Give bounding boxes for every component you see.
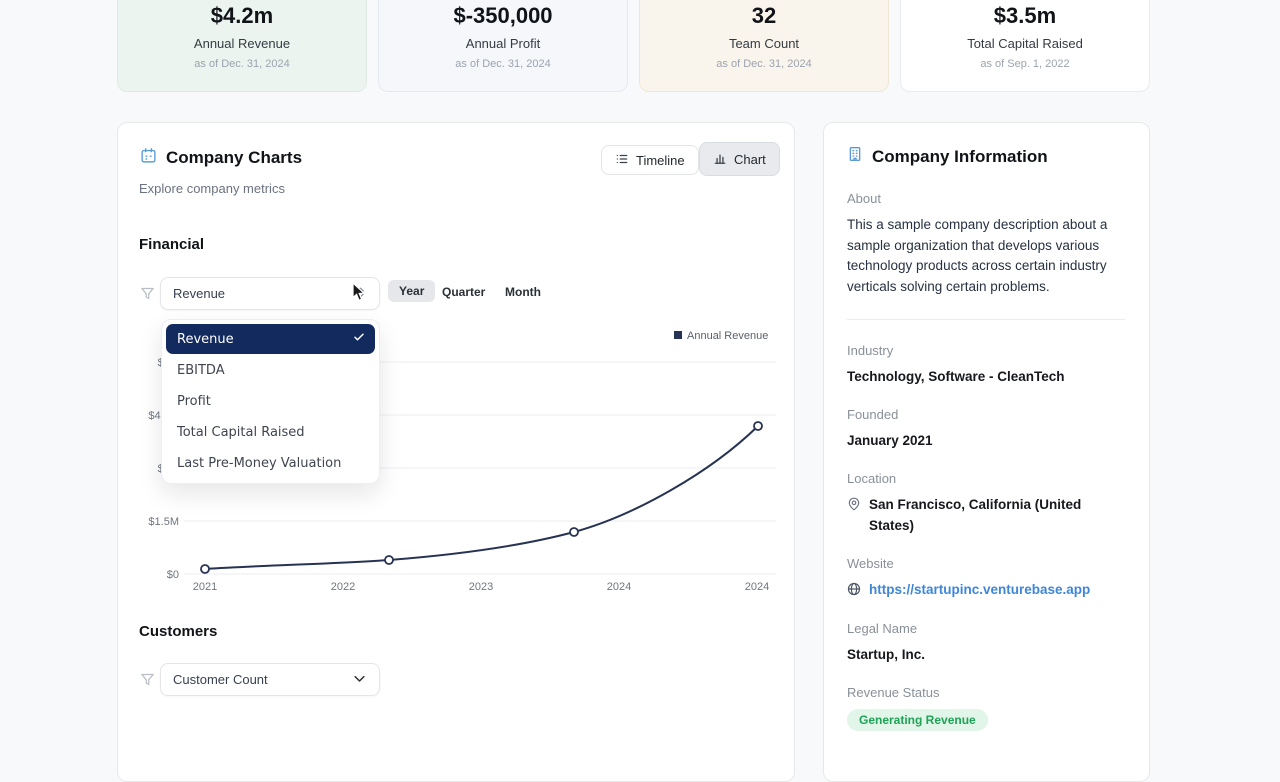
- stat-card-annual-revenue: $4.2m Annual Revenue as of Dec. 31, 2024: [117, 0, 367, 92]
- timeline-button-label: Timeline: [636, 152, 685, 168]
- series-line: [204, 425, 759, 570]
- building-icon: [847, 145, 863, 168]
- stat-value: $-350,000: [453, 3, 553, 28]
- company-charts-panel: Company Charts Explore company metrics T…: [117, 122, 795, 782]
- financial-heading: Financial: [139, 236, 205, 253]
- calendar-icon: [140, 147, 157, 169]
- about-text: This a sample company description about …: [847, 217, 1108, 294]
- stat-value: $3.5m: [993, 3, 1057, 28]
- stat-label: Annual Revenue: [193, 36, 291, 51]
- legal-name-field: Legal Name Startup, Inc.: [847, 619, 1125, 665]
- period-option-year[interactable]: Year: [388, 280, 436, 302]
- stat-value: $4.2m: [210, 3, 274, 28]
- dropdown-item-label: Last Pre-Money Valuation: [177, 455, 342, 471]
- dropdown-item-revenue[interactable]: Revenue: [166, 324, 375, 354]
- chevron-down-icon: [352, 671, 367, 689]
- stat-label: Team Count: [728, 36, 800, 51]
- filter-funnel-icon: [140, 672, 155, 692]
- founded-value: January 2021: [847, 433, 933, 448]
- industry-field: Industry Technology, Software - CleanTec…: [847, 341, 1125, 387]
- website-label: Website: [847, 556, 894, 571]
- website-link[interactable]: https://startupinc.venturebase.app: [869, 582, 1091, 597]
- legal-name-value: Startup, Inc.: [847, 647, 926, 662]
- legal-name-label: Legal Name: [847, 621, 918, 636]
- customers-metric-select-value: Customer Count: [173, 672, 268, 687]
- revenue-status-label: Revenue Status: [847, 685, 940, 700]
- y-tick: $0: [167, 569, 179, 581]
- dropdown-item-ebitda[interactable]: EBITDA: [166, 355, 375, 385]
- location-value: San Francisco, California (United States…: [869, 497, 1082, 533]
- x-tick: 2021: [193, 581, 217, 593]
- founded-field: Founded January 2021: [847, 405, 1125, 451]
- data-point-2024: [753, 421, 763, 431]
- divider: [847, 319, 1125, 320]
- location-label: Location: [847, 471, 897, 486]
- stat-value: 32: [751, 3, 777, 28]
- legend-marker: [674, 331, 682, 339]
- filter-funnel-icon: [140, 286, 155, 306]
- dropdown-item-label: Revenue: [177, 331, 234, 347]
- industry-label: Industry: [847, 343, 894, 358]
- stat-card-annual-profit: $-350,000 Annual Profit as of Dec. 31, 2…: [378, 0, 628, 92]
- info-panel-title: Company Information: [872, 146, 1048, 166]
- stat-asof: as of Dec. 31, 2024: [716, 58, 812, 70]
- dropdown-item-label: EBITDA: [177, 362, 225, 378]
- x-tick: 2024: [745, 581, 769, 593]
- globe-icon: [847, 582, 861, 601]
- stat-label: Total Capital Raised: [967, 36, 1083, 51]
- data-point-2021: [200, 564, 210, 574]
- legend-label: Annual Revenue: [687, 330, 768, 342]
- bar-chart-icon: [713, 151, 727, 168]
- metric-dropdown-menu: Revenue EBITDA Profit Total Capital Rais…: [161, 319, 380, 484]
- map-pin-icon: [847, 497, 861, 516]
- chart-button-label: Chart: [734, 151, 766, 167]
- x-tick: 2024: [607, 581, 631, 593]
- data-point-2022: [384, 555, 394, 565]
- website-field: Website https://startupinc.venturebase.a…: [847, 554, 1125, 601]
- stat-asof: as of Dec. 31, 2024: [194, 58, 290, 70]
- page-title: Company Charts: [166, 148, 303, 167]
- dropdown-item-label: Profit: [177, 393, 211, 409]
- x-tick: 2022: [331, 581, 355, 593]
- check-icon: [353, 331, 365, 347]
- timeline-view-button[interactable]: Timeline: [601, 145, 699, 175]
- industry-value: Technology, Software - CleanTech: [847, 369, 1065, 384]
- customers-metric-select[interactable]: Customer Count: [160, 663, 380, 696]
- y-tick: $1.5M: [148, 516, 179, 528]
- x-tick: 2023: [469, 581, 493, 593]
- financial-metric-select[interactable]: Revenue: [160, 277, 380, 310]
- stat-card-team-count: 32 Team Count as of Dec. 31, 2024: [639, 0, 889, 92]
- period-option-quarter[interactable]: Quarter: [442, 285, 486, 299]
- list-icon: [615, 152, 629, 169]
- chart-view-button[interactable]: Chart: [699, 142, 780, 176]
- dropdown-item-total-capital-raised[interactable]: Total Capital Raised: [166, 417, 375, 447]
- revenue-status-field: Revenue Status Generating Revenue: [847, 683, 1125, 731]
- revenue-status-badge: Generating Revenue: [847, 709, 988, 731]
- stat-label: Annual Profit: [465, 36, 541, 51]
- founded-label: Founded: [847, 407, 899, 422]
- customers-heading: Customers: [139, 623, 218, 640]
- dropdown-item-profit[interactable]: Profit: [166, 386, 375, 416]
- stat-card-total-capital: $3.5m Total Capital Raised as of Sep. 1,…: [900, 0, 1150, 92]
- data-point-2023: [569, 527, 579, 537]
- chevrons-up-down-icon: [354, 286, 367, 302]
- dropdown-item-label: Total Capital Raised: [177, 424, 305, 440]
- stat-asof: as of Dec. 31, 2024: [455, 58, 551, 70]
- panel-subtitle: Explore company metrics: [139, 181, 285, 196]
- location-field: Location San Francisco, California (Unit…: [847, 469, 1125, 536]
- about-label: About: [847, 191, 881, 206]
- company-information-panel: Company Information About This a sample …: [823, 122, 1150, 782]
- stat-asof: as of Sep. 1, 2022: [980, 58, 1070, 70]
- dropdown-item-last-pre-money-valuation[interactable]: Last Pre-Money Valuation: [166, 448, 375, 478]
- period-option-month[interactable]: Month: [505, 285, 541, 299]
- financial-metric-select-value: Revenue: [173, 286, 226, 301]
